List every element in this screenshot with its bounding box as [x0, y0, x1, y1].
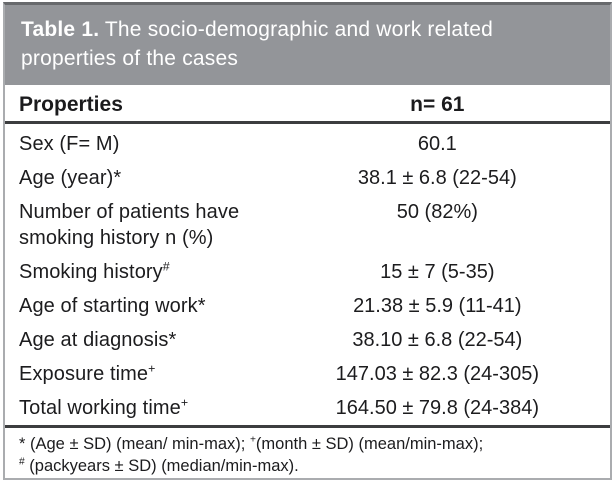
row-label: Age at diagnosis* [19, 329, 177, 351]
table-row: Age of starting work* 21.38 ± 5.9 (11-41) [5, 289, 610, 323]
table-row: Sex (F= M) 60.1 [5, 127, 610, 161]
footnote-marker: + [148, 361, 156, 376]
row-value: 147.03 ± 82.3 (24-305) [335, 363, 539, 385]
row-label: Total working time+ [19, 395, 189, 419]
footnote-marker: # [19, 456, 25, 468]
footnote-marker: # [162, 259, 170, 274]
table-title-text: The socio-demographic and work related p… [21, 18, 494, 70]
table-rows: Sex (F= M) 60.1 Age (year)* 38.1 ± 6.8 (22-… [5, 124, 610, 425]
table-title: Table 1. The socio-demographic and work … [5, 5, 610, 85]
row-value: 164.50 ± 79.8 (24-384) [335, 397, 539, 419]
row-value: 15 ± 7 (5-35) [380, 261, 495, 283]
row-value: 21.38 ± 5.9 (11-41) [353, 295, 522, 317]
table-1: Table 1. The socio-demographic and work … [3, 2, 612, 480]
row-value: 50 (82%) [396, 201, 478, 223]
table-row: Total working time+ 164.50 ± 79.8 (24-384… [5, 391, 610, 425]
footnote-marker: + [249, 434, 256, 446]
table-header-row: Properties n= 61 [5, 85, 610, 124]
row-label: Age (year)* [19, 167, 122, 189]
row-value: 38.10 ± 6.8 (22-54) [352, 329, 523, 351]
row-value: 38.1 ± 6.8 (22-54) [357, 167, 517, 189]
table-footnote: * (Age ± SD) (mean/ min-max); +(month ± … [5, 425, 610, 483]
table-row: Exposure time+ 147.03 ± 82.3 (24-305) [5, 357, 610, 391]
row-label: Exposure time+ [19, 361, 156, 385]
table-row: Number of patients have smoking history … [5, 195, 610, 255]
column-header-n: n= 61 [410, 93, 465, 116]
table-row: Age (year)* 38.1 ± 6.8 (22-54) [5, 161, 610, 195]
table-title-label: Table 1. [21, 18, 100, 41]
row-value: 60.1 [417, 133, 457, 155]
footnote-line: # (packyears ± SD) (median/min-max). [19, 456, 299, 475]
row-label: Smoking history# [19, 259, 170, 283]
row-label: Sex (F= M) [19, 133, 120, 155]
row-label: Age of starting work* [19, 295, 206, 317]
row-label: Number of patients have smoking history … [19, 201, 240, 249]
table-row: Age at diagnosis* 38.10 ± 6.8 (22-54) [5, 323, 610, 357]
column-header-properties: Properties [19, 93, 123, 116]
footnote-marker: + [180, 395, 189, 410]
footnote-line: * (Age ± SD) (mean/ min-max); +(month ± … [19, 434, 484, 453]
table-row: Smoking history# 15 ± 7 (5-35) [5, 255, 610, 289]
